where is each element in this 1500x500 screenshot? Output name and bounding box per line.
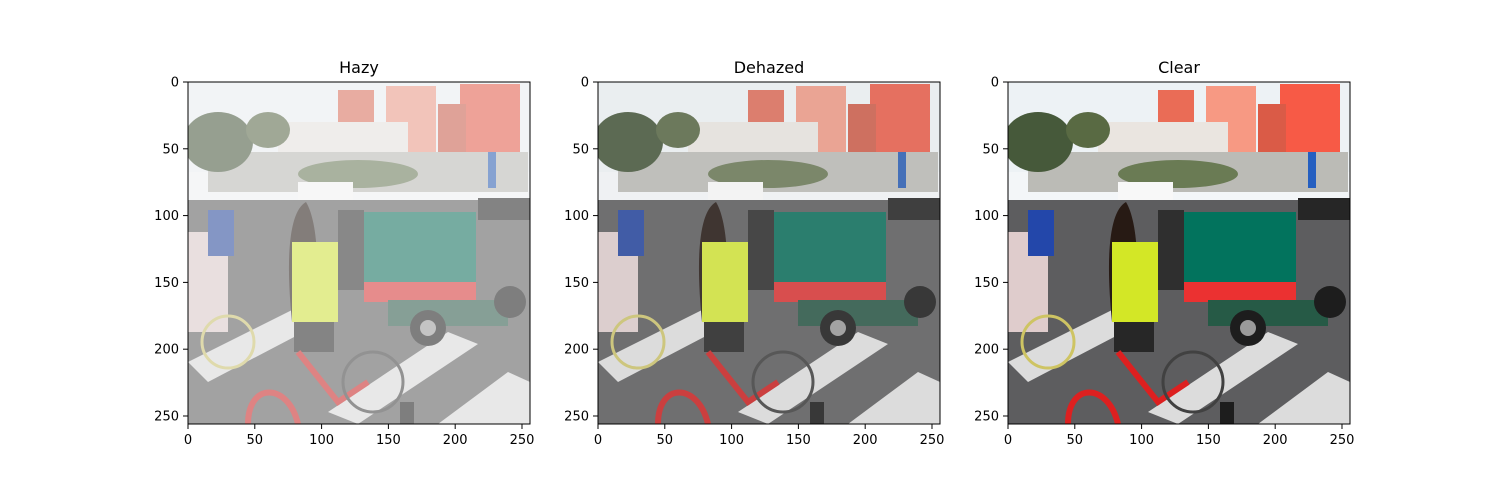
y-tick-label: 100 (564, 209, 589, 224)
x-tick-label: 100 (309, 433, 334, 448)
x-tick-label: 200 (1263, 433, 1288, 448)
x-tick-label: 250 (510, 433, 535, 448)
x-tick-label: 150 (786, 433, 811, 448)
x-tick-label: 0 (184, 433, 192, 448)
y-tick-label: 200 (564, 343, 589, 358)
x-tick-label: 50 (657, 433, 674, 448)
x-tick-label: 0 (1004, 433, 1012, 448)
panel-image (1003, 82, 1350, 424)
x-tick-label: 250 (1330, 433, 1355, 448)
panel-title: Hazy (339, 58, 379, 77)
y-tick-label: 250 (564, 409, 589, 424)
y-tick-label: 50 (982, 142, 999, 157)
x-tick-label: 0 (594, 433, 602, 448)
y-tick-label: 100 (974, 209, 999, 224)
haze-overlay (188, 82, 530, 424)
x-tick-label: 250 (920, 433, 945, 448)
y-tick-label: 0 (991, 76, 999, 91)
x-tick-label: 100 (719, 433, 744, 448)
y-tick-label: 200 (974, 343, 999, 358)
y-tick-label: 200 (154, 343, 179, 358)
panel-hazy: Hazy 0 50 100 150 200 250 0 50 100 150 200 250 (154, 58, 534, 448)
x-tick-label: 150 (376, 433, 401, 448)
x-tick-label: 50 (247, 433, 264, 448)
x-tick-label: 100 (1129, 433, 1154, 448)
axes-frame (597, 81, 941, 425)
y-tick-label: 0 (171, 76, 179, 91)
x-tick-label: 200 (443, 433, 468, 448)
residual-haze-overlay (598, 82, 940, 424)
y-tick-label: 150 (564, 276, 589, 291)
y-tick-label: 150 (154, 276, 179, 291)
panel-dehazed: Dehazed 0 50 100 150 200 250 0 50 100 150 200 250 (564, 58, 944, 448)
panel-image (188, 82, 530, 424)
y-tick-label: 250 (154, 409, 179, 424)
panel-clear: Clear 0 50 100 150 200 250 0 50 100 150 200 250 (974, 58, 1354, 448)
x-tick-label: 150 (1196, 433, 1221, 448)
y-tick-label: 250 (974, 409, 999, 424)
y-tick-label: 0 (581, 76, 589, 91)
panel-title: Clear (1158, 58, 1200, 77)
axes-frame (187, 81, 531, 425)
panel-title: Dehazed (734, 58, 805, 77)
y-tick-label: 150 (974, 276, 999, 291)
x-tick-label: 200 (853, 433, 878, 448)
x-tick-label: 50 (1067, 433, 1084, 448)
y-tick-label: 50 (162, 142, 179, 157)
y-tick-label: 100 (154, 209, 179, 224)
panel-image (598, 82, 940, 424)
y-tick-label: 50 (572, 142, 589, 157)
axes-frame (1007, 81, 1351, 425)
